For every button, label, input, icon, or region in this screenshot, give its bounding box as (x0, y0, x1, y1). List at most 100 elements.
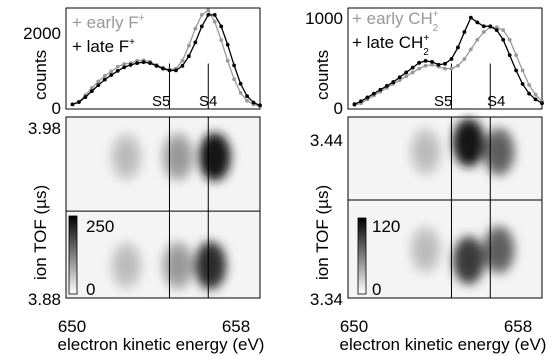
left-counts-series-0-point (102, 74, 107, 78)
left-counts-series-1-point (96, 83, 101, 88)
right-counts-series-0-point (456, 63, 460, 68)
left-counts-series-0-point (115, 64, 120, 69)
right-counts-series (352, 15, 544, 108)
right-counts-series-1-point (533, 97, 538, 102)
left-counts-series-1-point (180, 63, 185, 68)
right-counts-series-1-point (456, 45, 460, 50)
right-heatmap-blob-core (489, 235, 508, 264)
right-counts-series-1-point (527, 91, 531, 96)
right-counts-series-1-point (488, 24, 493, 29)
left-s4-label: S4 (199, 93, 217, 110)
right-heatmap-blob-core (416, 235, 435, 264)
left-xlabel: electron kinetic energy (eV) (58, 335, 265, 354)
right-heatmap-frame (347, 116, 543, 299)
right-counts-series-1-point (365, 95, 370, 100)
left-s5-label: S5 (152, 93, 170, 110)
right-heatmap-blob-core (459, 128, 478, 157)
left-counts-series-1-point (109, 73, 114, 77)
right-counts-frame (347, 7, 543, 110)
right-counts-series-0-point (423, 63, 428, 68)
right-xtick-650: 650 (340, 317, 368, 336)
left-counts-series-0-point (245, 98, 249, 103)
right-counts-ylabel: counts (313, 50, 332, 100)
right-counts-panel: 1000 0 counts S5 S4 + early CH+ 2 + late … (305, 7, 544, 118)
right-counts-series-0-point (533, 92, 538, 97)
left-counts-series (70, 8, 262, 109)
left-ytick-2000: 2000 (23, 24, 61, 43)
right-counts-series-1-point (430, 59, 434, 64)
right-ytick-bottom: 3.34 (310, 290, 343, 309)
left-counts-series-1-point (251, 100, 256, 105)
right-ytick-top: 3.44 (310, 131, 343, 150)
left-counts-series-1-point (70, 102, 75, 107)
right-counts-series-line-1 (354, 16, 543, 105)
right-xlabel: electron kinetic energy (eV) (340, 335, 547, 354)
left-colorbar-max: 250 (86, 217, 114, 236)
left-counts-series-1-point (77, 100, 81, 105)
right-counts-series-1-point (378, 87, 383, 92)
right-counts-series-0-point (430, 62, 434, 67)
right-counts-series-0-point (397, 78, 402, 83)
left-legend-late: + late F+ (72, 37, 135, 56)
left-counts-ylabel: counts (31, 50, 50, 100)
right-counts-series-1-point (520, 82, 525, 86)
left-counts-series-1-point (193, 40, 198, 45)
left-heatmap-blob-core (169, 251, 188, 280)
left-counts-series-1-point (115, 68, 120, 73)
right-counts-series-0-point (501, 28, 506, 33)
right-counts-series-0-point (462, 57, 467, 61)
left-ytick-bottom: 3.88 (28, 290, 61, 309)
left-counts-series-0-point (199, 12, 204, 17)
right-counts-series-1-point (417, 60, 422, 65)
left-legend-early: + early F+ (72, 13, 145, 32)
right-counts-series-0-point (527, 83, 531, 87)
left-heatmap-ylabel: ion TOF (µs) (31, 185, 50, 280)
left-counts-series-1-point (174, 68, 178, 73)
right-counts-series-1-point (540, 101, 544, 106)
right-counts-series-0-point (475, 37, 480, 42)
left-heatmap-blob-core (169, 142, 188, 171)
right-counts-series-1-point (423, 59, 428, 63)
right-counts-series-0-point (514, 53, 519, 58)
right-counts-series-0-point (481, 30, 486, 34)
left-ytick-0: 0 (52, 99, 61, 118)
left-heatmap-blob-core (205, 142, 224, 171)
right-colorbar-max: 120 (372, 217, 400, 236)
left-counts-series-1-point (135, 61, 140, 65)
right-heatmap-panel: 120 0 3.44 3.34 ion TOF (µs) 650 658 ele… (310, 116, 547, 354)
right-counts-series-0-point (417, 66, 422, 71)
right-colorbar-min: 0 (372, 280, 381, 299)
left-counts-panel: 2000 0 counts S5 S4 + early F+ + late F+ (23, 7, 262, 118)
left-counts-series-1-point (212, 12, 217, 17)
right-counts-series-1-point (449, 57, 454, 61)
right-counts-series-0-point (443, 66, 447, 71)
left-heatmap-blob-core (117, 142, 136, 171)
left-counts-series-0-point (96, 79, 101, 84)
left-counts-series-0-point (212, 19, 217, 24)
right-counts-series-0-point (449, 66, 454, 71)
right-xtick-658: 658 (504, 317, 532, 336)
right-counts-series-0-point (410, 70, 415, 75)
left-counts-series-1-point (154, 63, 159, 68)
left-colorbar (68, 215, 78, 295)
left-counts-series-0-point (122, 62, 127, 66)
right-counts-series-1-point (494, 28, 499, 33)
left-counts-series-0-point (180, 58, 185, 63)
right-s4-label: S4 (487, 93, 505, 110)
right-counts-series-1-point (462, 30, 467, 34)
left-heatmap-frame (65, 116, 261, 299)
right-counts-series-1-point (384, 84, 389, 88)
left-counts-series-1-point (122, 65, 127, 70)
left-counts-series-1-point (245, 94, 249, 99)
right-legend-late: + late CH+ 2 (352, 33, 429, 58)
left-heatmap-lines (66, 117, 260, 298)
right-counts-series-1-point (397, 75, 402, 80)
left-counts-series-0-point (206, 8, 211, 13)
right-colorbar (357, 217, 367, 295)
left-counts-series-1-point (206, 12, 211, 17)
left-legend: + early F+ + late F+ (72, 13, 145, 56)
right-counts-series-1-point (443, 61, 447, 66)
right-counts-series-1-point (391, 80, 396, 84)
right-counts-series-0-point (494, 25, 499, 30)
